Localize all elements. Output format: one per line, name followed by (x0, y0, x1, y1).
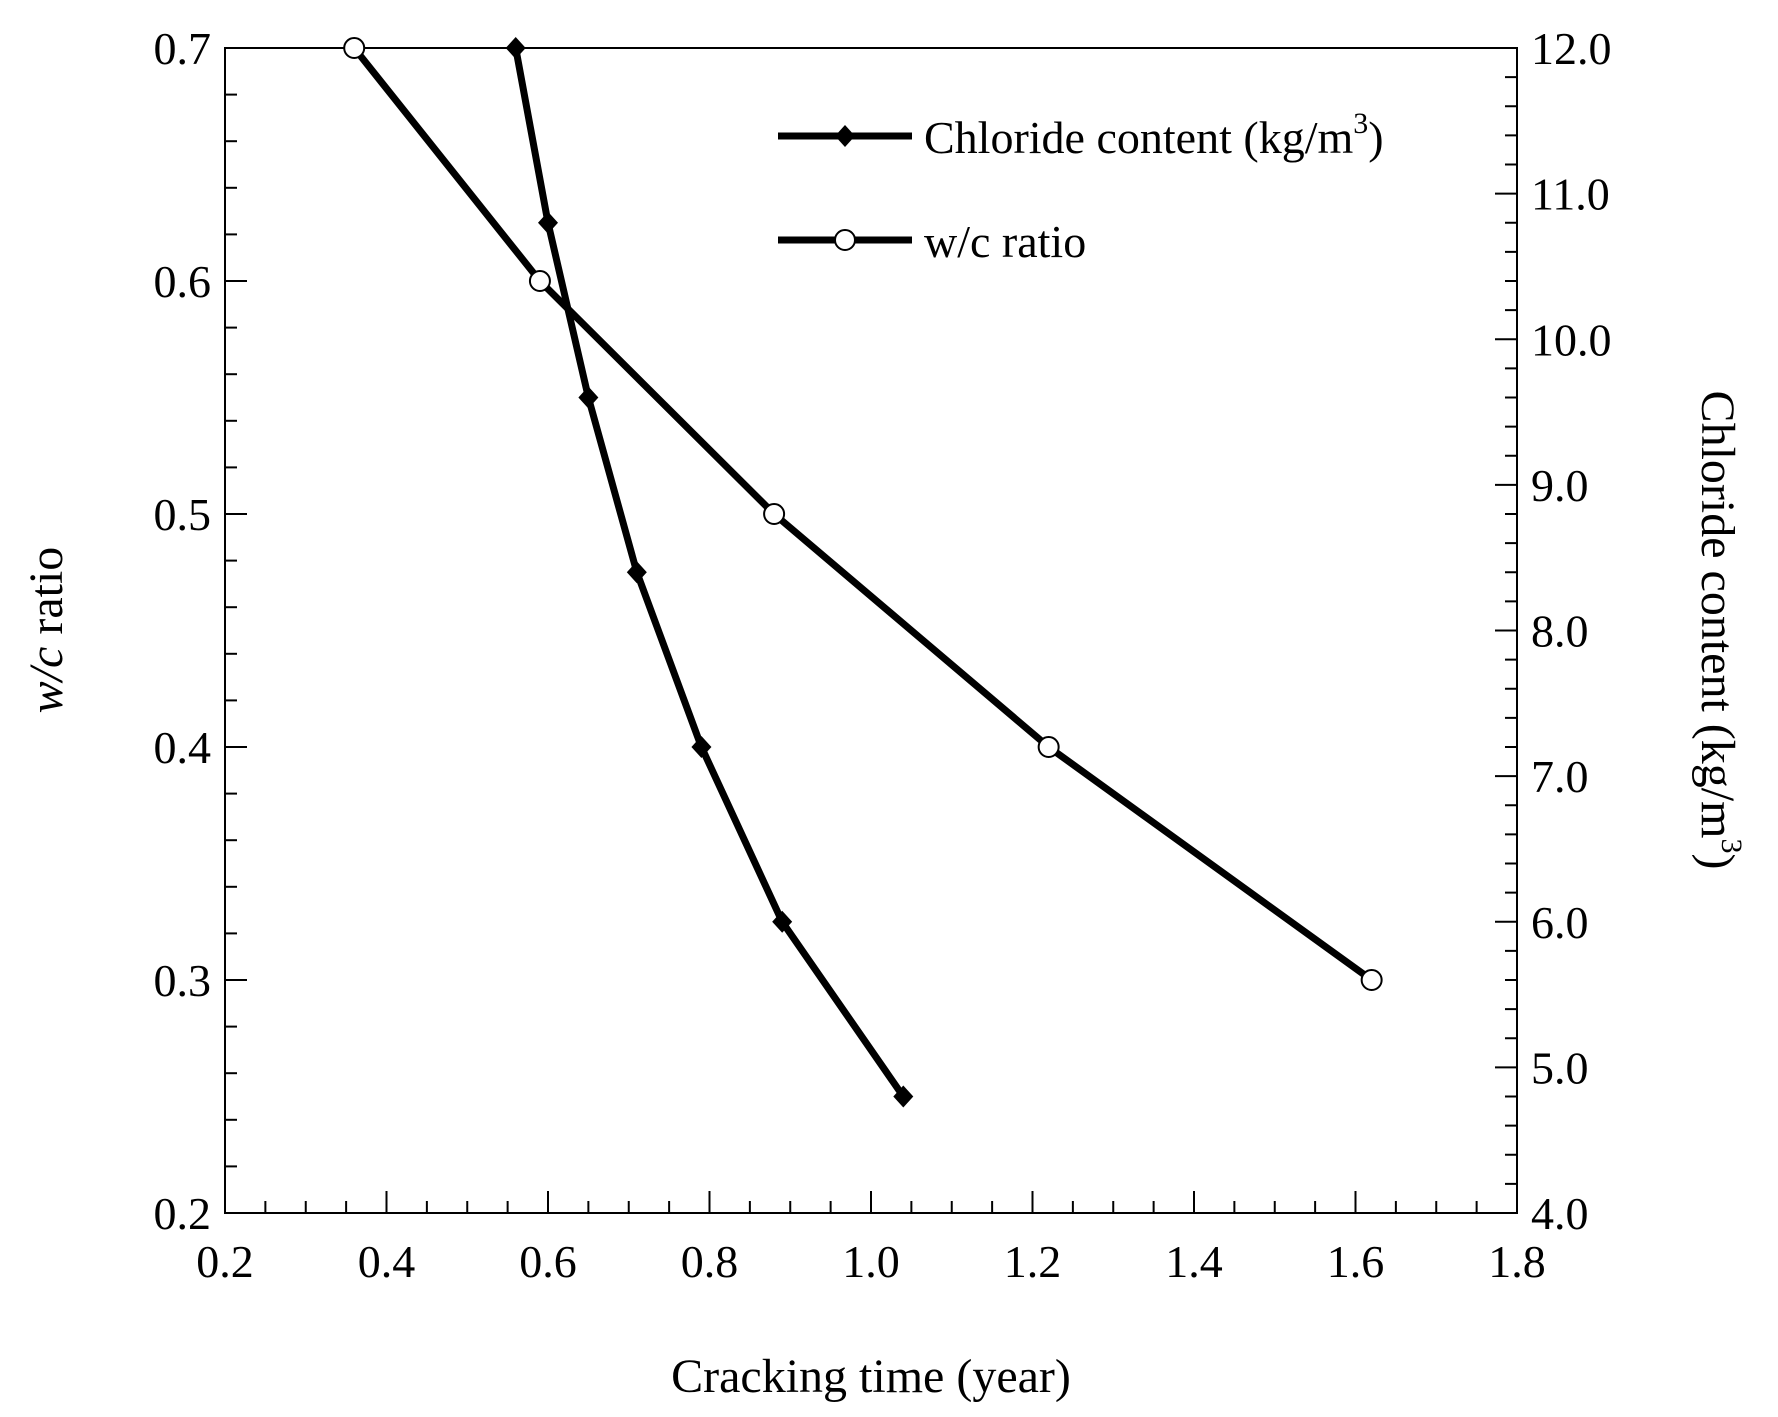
wc-data-point (1360, 969, 1383, 991)
x-axis-title: Cracking time (year) (671, 1350, 1071, 1403)
chloride-data-point (772, 910, 793, 933)
y-left-axis-title-italic: w/c (20, 647, 73, 714)
x-tick-labels: 0.2 0.4 0.6 0.8 1.0 1.2 1.4 1.6 1.8 (196, 1236, 1546, 1287)
x-tick-label: 1.0 (842, 1236, 900, 1287)
legend-label-chloride-close: ) (1368, 112, 1383, 163)
wc-data-point (343, 37, 366, 59)
tick-marks (224, 47, 1518, 1214)
y-right-axis-title-sup: 3 (1715, 838, 1748, 853)
y-left-axis-title-rest: ratio (20, 547, 73, 647)
legend-label-wc: w/c ratio (924, 216, 1086, 267)
y-left-tick-label: 0.2 (154, 1188, 212, 1239)
y-left-tick-label: 0.6 (154, 256, 212, 307)
x-tick-label: 1.6 (1327, 1236, 1385, 1287)
x-tick-label: 1.4 (1165, 1236, 1223, 1287)
y-right-axis-title-close: ) (1691, 853, 1744, 869)
y-right-tick-label: 8.0 (1531, 606, 1589, 657)
chloride-data-point (505, 37, 526, 59)
y-right-tick-label: 4.0 (1531, 1188, 1589, 1239)
chloride-data-point (626, 561, 647, 584)
legend-label-chloride-sup: 3 (1353, 107, 1368, 140)
legend-label-chloride: Chloride content (kg/m3) (924, 107, 1384, 163)
y-right-tick-label: 5.0 (1531, 1042, 1589, 1093)
y-left-tick-labels: 0.2 0.3 0.4 0.5 0.6 0.7 (154, 23, 212, 1239)
wc-data-point (1037, 736, 1060, 758)
y-right-tick-label: 12.0 (1531, 23, 1612, 74)
y-right-tick-labels: 4.0 5.0 6.0 7.0 8.0 9.0 10.0 11.0 12.0 (1531, 23, 1612, 1239)
x-tick-label: 1.8 (1488, 1236, 1546, 1287)
y-right-tick-label: 6.0 (1531, 897, 1589, 948)
y-left-tick-label: 0.7 (154, 23, 212, 74)
x-tick-label: 1.2 (1004, 1236, 1062, 1287)
y-right-tick-label: 9.0 (1531, 460, 1589, 511)
y-right-axis-title: Chloride content (kg/m3) (1691, 391, 1748, 870)
wc-data-point (763, 503, 786, 525)
legend-marker-chloride (835, 125, 855, 147)
x-tick-label: 0.4 (358, 1236, 416, 1287)
y-right-tick-label: 7.0 (1531, 751, 1589, 802)
x-tick-label: 0.6 (519, 1236, 577, 1287)
chloride-data-point (578, 386, 599, 409)
y-left-tick-label: 0.4 (154, 722, 212, 773)
chloride-data-point (893, 1085, 914, 1108)
y-right-axis-title-main: Chloride content (kg/m (1691, 391, 1744, 839)
series-layer (343, 37, 1383, 1108)
y-right-tick-label: 10.0 (1531, 314, 1612, 365)
y-left-axis-title: w/c ratio (20, 547, 73, 714)
y-left-tick-label: 0.3 (154, 955, 212, 1006)
legend: Chloride content (kg/m3) w/c ratio (778, 107, 1384, 267)
y-left-tick-label: 0.5 (154, 489, 212, 540)
chloride-data-point (691, 736, 712, 758)
x-tick-label: 0.2 (196, 1236, 254, 1287)
legend-label-chloride-main: Chloride content (kg/m (924, 112, 1353, 163)
x-tick-label: 0.8 (681, 1236, 739, 1287)
y-right-tick-label: 11.0 (1531, 169, 1610, 220)
wc-data-point (528, 270, 551, 292)
legend-marker-wc (834, 229, 856, 251)
chloride-data-point (538, 211, 558, 234)
